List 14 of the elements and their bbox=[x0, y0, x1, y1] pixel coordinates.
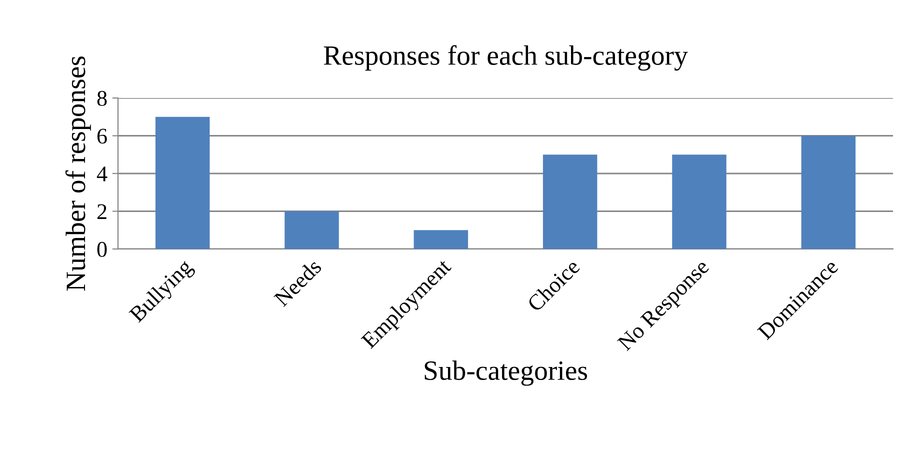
y-tick-label: 6 bbox=[97, 128, 107, 144]
y-tick-label: 2 bbox=[97, 204, 106, 219]
bar bbox=[542, 154, 598, 249]
bar bbox=[672, 154, 726, 249]
x-axis-title: Sub-categories bbox=[424, 360, 588, 386]
bar bbox=[801, 136, 856, 249]
bar bbox=[284, 211, 339, 249]
y-tick-label: 8 bbox=[97, 90, 107, 106]
y-tick-label: 4 bbox=[96, 166, 108, 182]
chart-title: Responses for each sub-category bbox=[324, 45, 688, 71]
bar bbox=[414, 230, 468, 249]
y-tick-label: 0 bbox=[97, 242, 107, 257]
bar bbox=[155, 116, 210, 249]
y-axis-title: Number of responses bbox=[65, 56, 91, 291]
